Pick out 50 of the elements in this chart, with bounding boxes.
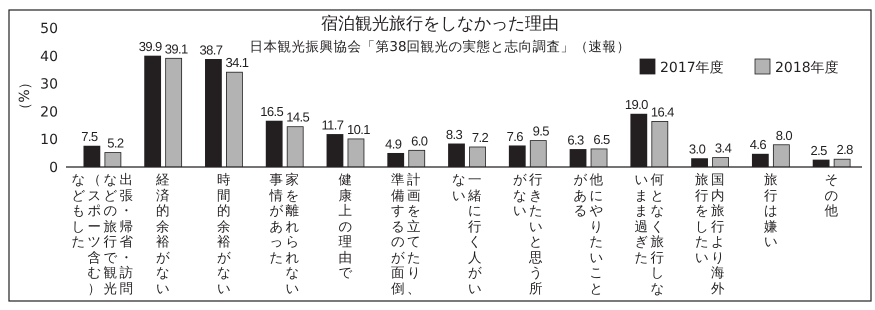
category-label: 何となく旅行しないまま過ぎた	[634, 172, 664, 296]
data-label: 11.7	[321, 117, 344, 132]
data-label: 16.5	[260, 104, 284, 120]
data-label: 9.5	[532, 124, 550, 139]
y-axis-title: （%）	[17, 75, 33, 117]
y-tick-label: 40	[40, 48, 58, 65]
data-label: 39.9	[138, 39, 162, 54]
data-label: 14.5	[286, 110, 310, 125]
data-label: 6.3	[567, 132, 584, 148]
data-label: 38.7	[199, 42, 223, 58]
data-label: 6.0	[411, 133, 428, 148]
data-label: 34.1	[225, 55, 249, 70]
x-tick-label: 健康上の理由で	[338, 172, 352, 280]
data-label: 10.1	[347, 122, 370, 137]
y-tick-label: 0	[49, 160, 58, 176]
legend-label: 2017年度	[660, 60, 724, 76]
y-tick-label: 50	[40, 21, 58, 37]
y-tick-label: 10	[40, 132, 58, 148]
data-label: 16.4	[650, 104, 674, 120]
data-label: 2.5	[810, 143, 828, 158]
data-label: 6.5	[593, 132, 610, 147]
data-label: 7.6	[506, 128, 524, 144]
category-label: 家を離れられない事情があった	[270, 172, 300, 296]
y-tick-label: 30	[40, 76, 58, 93]
chart-title: 宿泊観光旅行をしなかった理由	[321, 14, 559, 34]
category-label: 計画を立てたり、準備するのが面倒	[391, 172, 422, 296]
data-label: 5.2	[107, 136, 124, 151]
x-tick-label: その他	[824, 172, 839, 218]
category-label: 出張・帰省・訪問などの旅行で観光（スポーツ含む）などもした	[71, 172, 134, 296]
data-label: 7.2	[472, 130, 488, 145]
category-label: 行きたいと思う所がない	[512, 172, 543, 296]
x-tick-label: 時間的余裕がない	[216, 172, 231, 296]
category-label: 他にやりたいことがある	[574, 172, 604, 296]
data-label: 3.4	[714, 140, 732, 156]
legend-label: 2018年度	[775, 60, 839, 76]
data-label: 4.9	[385, 136, 402, 152]
text: 日本観光振興協会「第38回観光の実態と志向調査」（速報）	[249, 39, 631, 55]
data-label: 4.6	[750, 137, 766, 152]
data-label: 8.0	[776, 128, 792, 143]
data-label: 3.0	[688, 142, 706, 157]
data-label: 39.1	[164, 41, 188, 56]
data-label: 19.0	[624, 97, 648, 112]
category-label: 一緒に行く人がいない	[452, 172, 482, 296]
category-label: 国内旅行より海外旅行をしたい	[695, 172, 726, 296]
y-tick-label: 20	[40, 104, 58, 120]
x-tick-label: 旅行は嫌い	[764, 172, 778, 249]
data-label: 2.8	[836, 142, 854, 158]
data-label: 8.3	[446, 126, 462, 142]
data-label: 7.5	[81, 129, 98, 144]
x-tick-label: 経済的余裕がない	[156, 172, 170, 296]
